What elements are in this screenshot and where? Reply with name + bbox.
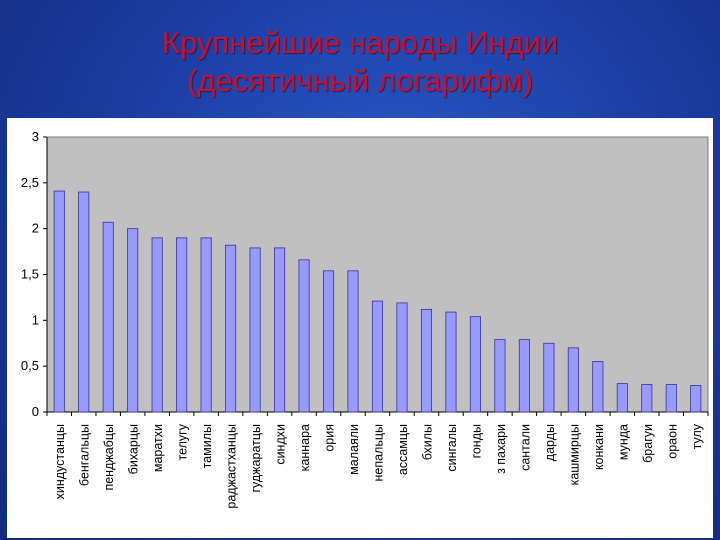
x-tick-label: дарды xyxy=(543,424,557,461)
bar xyxy=(567,347,579,413)
bar xyxy=(78,191,90,413)
bar xyxy=(176,237,188,413)
slide-title-line-1: Крупнейшие народы Индии xyxy=(161,25,559,60)
bar xyxy=(518,339,530,413)
bar xyxy=(322,270,335,413)
x-tick-label: каннара xyxy=(298,424,312,471)
x-tick-label: синдхи xyxy=(274,424,288,465)
bar xyxy=(274,247,286,413)
bar xyxy=(225,244,237,413)
x-tick-label: гуджаратцы xyxy=(249,424,263,493)
y-tick-label: 0,5 xyxy=(21,358,39,373)
bar-chart: 0 0,5 1 1,5 2 2,5 3 хиндустанцы бенгальцы пенджаб… xyxy=(21,129,709,509)
bar xyxy=(151,237,163,413)
bar xyxy=(690,385,702,413)
bar xyxy=(102,221,114,413)
y-tick-label: 3 xyxy=(32,129,39,144)
x-tick-label: тулу xyxy=(690,423,704,449)
x-tick-label: гонды xyxy=(469,424,483,458)
x-tick-label: конкани xyxy=(592,424,606,470)
chart-panel: 0 0,5 1 1,5 2 2,5 3 хиндустанцы бенгальцы пенджаб… xyxy=(7,118,713,538)
bar xyxy=(445,311,457,413)
x-tick-label: кашмирцы xyxy=(567,424,581,485)
y-tick-label: 1,5 xyxy=(21,267,39,282)
x-tick-label: бенгальцы xyxy=(78,424,92,486)
x-tick-label: ораон xyxy=(665,424,679,459)
bar xyxy=(420,308,433,413)
bar xyxy=(53,190,65,413)
bar xyxy=(371,300,384,413)
x-tick-label: непальцы xyxy=(372,424,386,482)
y-tick-label: 1 xyxy=(32,312,39,327)
bar xyxy=(543,342,555,413)
x-tick-label: телугу xyxy=(176,423,190,460)
x-tick-label: сингалы xyxy=(445,424,459,472)
x-tick-label: ассамцы xyxy=(396,424,410,475)
bar xyxy=(347,270,359,413)
bar xyxy=(298,259,310,413)
bar xyxy=(200,237,212,413)
x-tick-label: ория xyxy=(323,424,337,452)
x-tick-label: тамилы xyxy=(200,424,214,468)
bar xyxy=(469,316,481,413)
bar xyxy=(616,383,628,413)
slide-title: Крупнейшие народы Индии (десятичный лога… xyxy=(0,24,720,100)
bar xyxy=(494,339,506,413)
y-tick-label: 2 xyxy=(32,221,39,236)
x-tick-label: малаяли xyxy=(347,424,361,475)
bar xyxy=(641,384,653,413)
bar xyxy=(127,228,139,413)
y-tick-label: 2,5 xyxy=(21,175,39,190)
x-tick-label: маратхи xyxy=(151,424,165,472)
y-tick-label: 0 xyxy=(32,404,39,419)
x-tick-label: з пахари xyxy=(494,424,508,474)
x-tick-label: мунда xyxy=(616,424,630,460)
x-tick-label: раджастханцы xyxy=(225,424,239,509)
x-tick-label: бихарцы xyxy=(127,424,141,474)
x-tick-label: хиндустанцы xyxy=(53,424,67,499)
slide-title-line-2: (десятичный логарифм) xyxy=(186,63,534,98)
bar xyxy=(665,384,677,413)
bar xyxy=(249,247,261,413)
x-tick-label: сантали xyxy=(518,424,532,471)
x-tick-label: пенджабцы xyxy=(102,424,116,491)
bar xyxy=(592,361,604,413)
bar xyxy=(396,302,408,413)
x-tick-label: бхилы xyxy=(420,424,434,460)
x-tick-label: брагуи xyxy=(641,424,655,463)
